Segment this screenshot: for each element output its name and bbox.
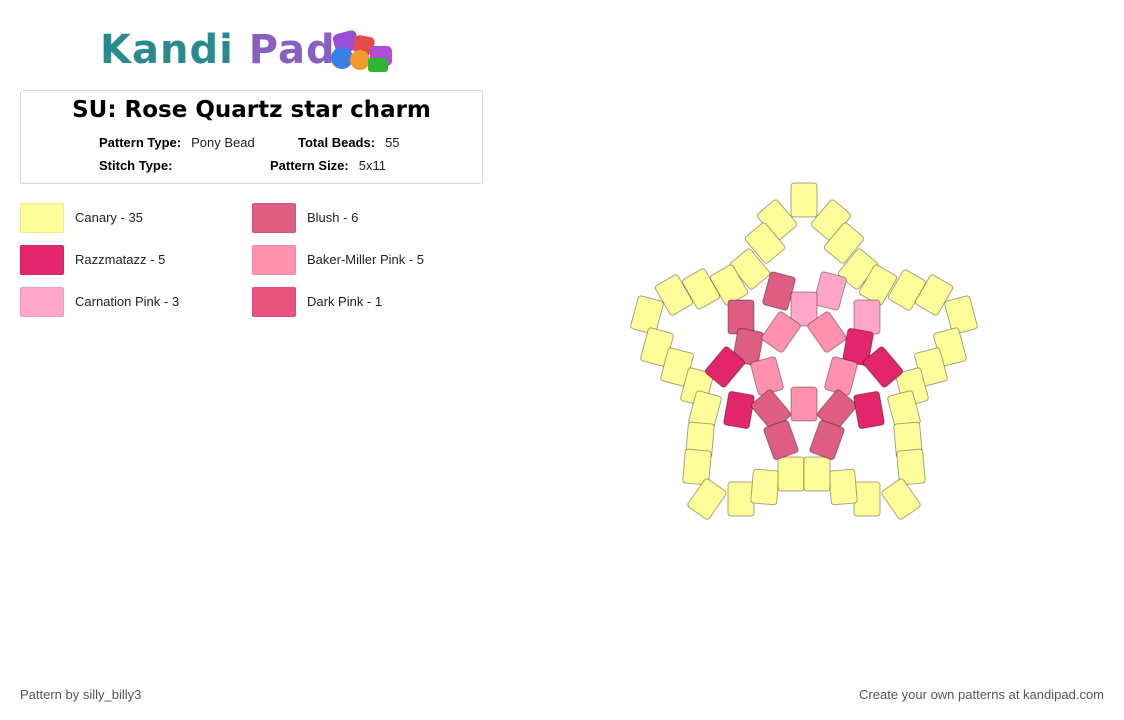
bead (744, 222, 786, 264)
bead (853, 390, 885, 430)
bead (853, 299, 881, 335)
pattern-type-value: Pony Bead (191, 135, 255, 150)
color-swatch (252, 287, 296, 317)
pattern-title: SU: Rose Quartz star charm (72, 97, 431, 123)
pattern-size-label: Pattern Size: (270, 158, 349, 173)
bead (763, 419, 799, 461)
bead (654, 274, 694, 316)
color-swatch (252, 245, 296, 275)
legend-label: Blush - 6 (307, 210, 359, 225)
total-beads-value: 55 (385, 135, 400, 150)
pattern-info-panel: SU: Rose Quartz star charm Pattern Type:… (20, 90, 483, 184)
bead (750, 468, 780, 506)
bead (896, 448, 926, 486)
legend-label: Dark Pink - 1 (307, 294, 383, 309)
bead-pile-icon (331, 30, 392, 72)
pattern-size-value: 5x11 (358, 158, 386, 173)
logo-word-pad: Pad (248, 27, 336, 73)
bead-pattern-star (630, 182, 978, 520)
legend-label: Razzmatazz - 5 (75, 252, 166, 267)
kandi-pad-logo: Kandi Pad (100, 26, 410, 76)
bead (704, 346, 746, 388)
bead (777, 456, 805, 492)
bead (881, 478, 921, 520)
bead (630, 295, 664, 335)
bead (682, 448, 712, 486)
bead (944, 295, 978, 335)
bead (853, 481, 881, 517)
color-swatch (20, 287, 64, 317)
stitch-type-label: Stitch Type: (99, 158, 173, 173)
logo-wordmark: Kandi Pad (100, 26, 336, 74)
bead (823, 222, 865, 264)
legend-label: Baker-Miller Pink - 5 (307, 252, 425, 267)
bead (914, 274, 954, 316)
bead (790, 386, 818, 422)
legend-label: Canary - 35 (75, 210, 143, 225)
bead (727, 481, 755, 517)
pattern-author: Pattern by silly_billy3 (20, 687, 142, 702)
color-swatch (252, 203, 296, 233)
bead (761, 311, 801, 353)
bead (732, 327, 764, 367)
legend-label: Carnation Pink - 3 (75, 294, 180, 309)
bead (790, 182, 818, 218)
kandipad-promo-link[interactable]: Create your own patterns at kandipad.com (859, 687, 1104, 702)
bead (750, 356, 784, 396)
bead (809, 419, 845, 461)
bead (709, 264, 749, 306)
color-swatch (20, 245, 64, 275)
pattern-type-row: Pattern Type: Pony Bead (99, 135, 255, 150)
bead (858, 264, 898, 306)
stitch-type-row: Stitch Type: (99, 158, 182, 173)
logo-word-kandi: Kandi (100, 27, 234, 73)
bead (862, 346, 904, 388)
bead (813, 271, 847, 311)
bead (824, 356, 858, 396)
pattern-type-label: Pattern Type: (99, 135, 182, 150)
bead (790, 291, 818, 327)
bead (807, 311, 847, 353)
bead (828, 468, 858, 506)
color-swatch (20, 203, 64, 233)
bead (723, 390, 755, 430)
bead (687, 478, 727, 520)
total-beads-label: Total Beads: (298, 135, 376, 150)
pattern-size-row: Pattern Size: 5x11 (270, 158, 386, 173)
bead (803, 456, 831, 492)
bead (729, 248, 771, 290)
total-beads-row: Total Beads: 55 (298, 135, 400, 150)
bead (681, 268, 721, 310)
